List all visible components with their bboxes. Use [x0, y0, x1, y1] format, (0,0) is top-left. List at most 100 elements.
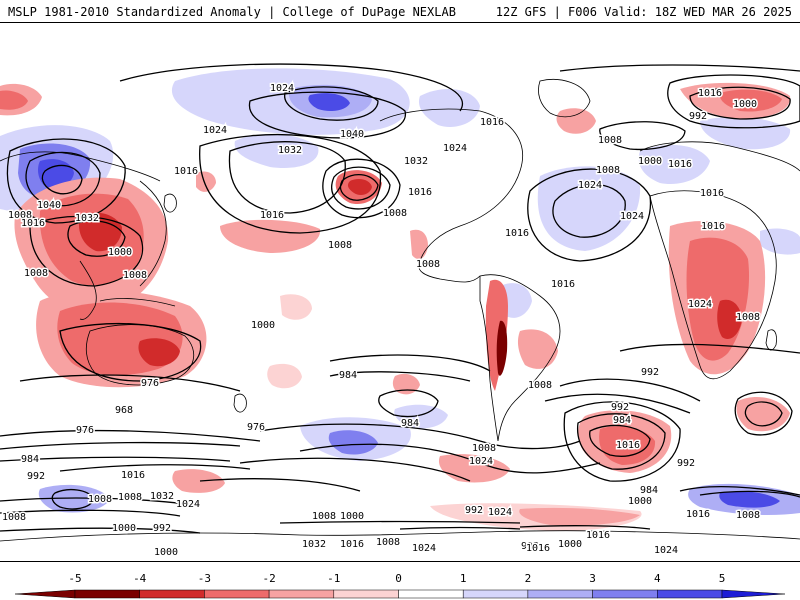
isobar-label: 1016 — [551, 279, 575, 290]
isobar-asia-1008 — [29, 215, 144, 287]
anomaly-positive-north-atlantic — [700, 116, 791, 150]
anomaly-negative-andes-peak — [496, 320, 508, 376]
coast-madagascar — [765, 329, 777, 351]
isobar-label: 1000 — [558, 539, 582, 550]
isobar-siberia-1040 — [41, 164, 83, 195]
anomaly-negative-alaska-low-core — [347, 179, 372, 195]
isobar-atlantic-1016 — [527, 168, 652, 262]
isobar-label: 1016 — [700, 188, 724, 199]
isobar-label: 1016 — [260, 210, 284, 221]
isobar-indian-low-2 — [734, 391, 793, 436]
isobar-label: 1016 — [668, 159, 692, 170]
isobar-label: 1024 — [203, 125, 227, 136]
isobar-label: 1008 — [118, 492, 142, 503]
isobar-label: 976 — [141, 378, 159, 389]
coast-europe — [639, 141, 800, 172]
anomaly-positive-southern-ocean-se-core — [719, 491, 780, 508]
isobar-label: 976 — [76, 425, 94, 436]
colorbar-segment — [268, 589, 335, 599]
anomaly-negative-mexico — [410, 229, 428, 260]
isobar-label: 1000 — [638, 156, 662, 167]
colorbar-tick-label: -2 — [262, 572, 275, 585]
isobar-pacific-1024 — [228, 141, 346, 214]
colorbar-bar — [14, 589, 786, 599]
coast-antarctica — [0, 530, 800, 542]
isobar-label: 1008 — [88, 494, 112, 505]
isobar-label: 1008 — [472, 443, 496, 454]
isobar-label: 992 — [611, 402, 629, 413]
isobar-label: 1008 — [736, 510, 760, 521]
isobar-southern-1000 — [0, 441, 241, 450]
isobar-indian-1016 — [19, 374, 241, 392]
colorbar: -5 -4 -3 -2 -1 0 1 2 3 4 5 — [0, 562, 800, 600]
isobar-label: 1000 — [112, 523, 136, 534]
colorbar-segment — [527, 589, 593, 599]
isobar-label: 1008 — [123, 270, 147, 281]
isobar-label: 1000 — [108, 247, 132, 258]
anomaly-negative-southern-ocean-2 — [172, 469, 225, 493]
isobar-alaska-low-2 — [331, 166, 391, 210]
isobar-indian-low — [744, 401, 783, 427]
isobar-label: 992 — [153, 523, 171, 534]
isobar-label: 1024 — [578, 180, 602, 191]
isobar-label: 1008 — [596, 165, 620, 176]
isobars — [0, 63, 800, 534]
isobar-south-pacific-992 — [239, 457, 471, 482]
isobar-south-atlantic-1008 — [559, 378, 701, 402]
isobar-label: 1000 — [628, 496, 652, 507]
colorbar-segment — [462, 589, 529, 599]
coast-indochina — [79, 260, 97, 320]
isobar-label: 1016 — [121, 470, 145, 481]
isobar-north-atlantic-1000 — [667, 74, 800, 129]
isobar-label: 992 — [677, 458, 695, 469]
coast-eurasia-west — [0, 151, 161, 182]
isobar-label: 1000 — [251, 320, 275, 331]
anomaly-negative-scandinavia — [556, 108, 596, 134]
isobar-label: 1024 — [270, 83, 294, 94]
isobar-label: 1032 — [404, 156, 428, 167]
isobar-north-pacific-1024 — [119, 63, 464, 112]
coast-greenland — [538, 79, 591, 118]
anomaly-negative-north-pacific — [220, 219, 321, 253]
isobar-siberia-1032 — [25, 151, 101, 207]
isobar-label: 1016 — [686, 509, 710, 520]
isobar-label: 1032 — [75, 213, 99, 224]
anomaly-negative-north-atlantic-core — [719, 89, 782, 112]
isobar-label: 1008 — [24, 268, 48, 279]
colorbar-tick-label: -3 — [198, 572, 211, 585]
anomaly-negative-south-america-andes — [485, 279, 508, 391]
colorbar-tick-label: -1 — [327, 572, 340, 585]
colorbar-segment — [139, 589, 205, 599]
isobar-africa-1016 — [619, 343, 800, 354]
isobar-label: 992 — [641, 367, 659, 378]
isobar-label: 1016 — [174, 166, 198, 177]
anomaly-negative-antarctic-coast-core — [519, 507, 640, 526]
header-model-run: 12Z GFS | F006 Valid: 18Z WED MAR 26 202… — [495, 5, 792, 19]
isobar-south-atlantic-984 — [577, 413, 666, 470]
anomaly-negative-indian-ocean-2 — [267, 363, 302, 389]
colorbar-segment — [398, 589, 464, 599]
colorbar-svg: -5 -4 -3 -2 -1 0 1 2 3 4 5 — [14, 572, 786, 599]
anomaly-positive-europe — [638, 145, 710, 185]
isobar-arctic-1016 — [559, 64, 800, 72]
anomaly-positive-siberia-peak — [38, 159, 74, 189]
isobar-south-atlantic-992 — [589, 424, 651, 457]
isobar-label: 992 — [689, 111, 707, 122]
isobar-label: 1016 — [698, 88, 722, 99]
colorbar-tick-label: 5 — [719, 572, 726, 585]
isobar-antarctic-1024 — [399, 526, 521, 530]
isobar-label: 1000 — [154, 547, 178, 558]
isobar-north-atlantic-1008 — [599, 121, 686, 151]
isobar-label: 992 — [521, 541, 539, 552]
isobar-alaska-low-3 — [322, 158, 401, 219]
anomaly-positive-north-pacific — [171, 68, 410, 135]
isobar-asia-1000 — [67, 220, 126, 257]
coast-north-america — [379, 108, 523, 283]
isobar-label: 1000 — [340, 511, 364, 522]
isobar-australia-1008 — [59, 322, 202, 382]
colorbar-max-arrow — [721, 589, 786, 599]
map-panel: 1024 1016 1000 992 1024 1040 1032 1016 1024 1032 1… — [0, 22, 800, 562]
anomaly-positive-south-pacific-core — [328, 430, 378, 455]
